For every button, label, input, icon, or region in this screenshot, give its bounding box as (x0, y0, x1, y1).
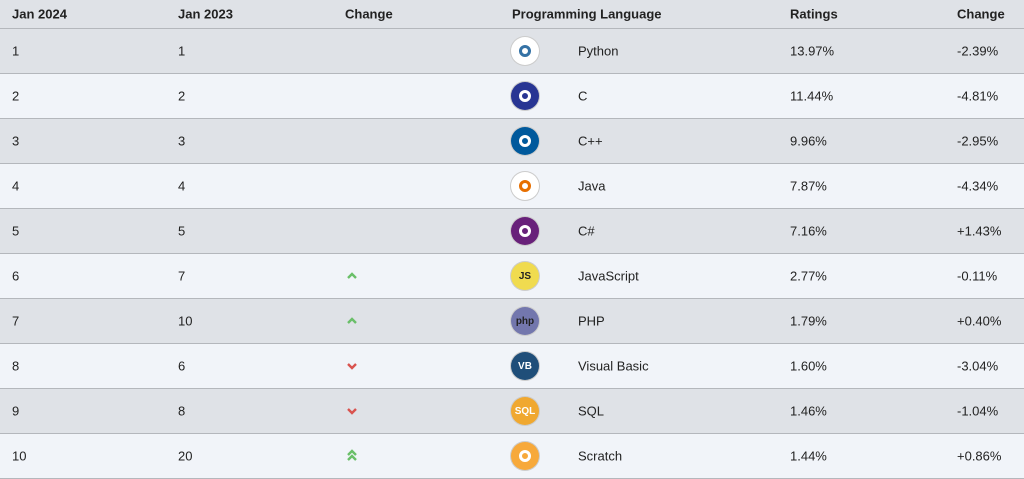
header-row: Jan 2024 Jan 2023 Change Programming Langua… (0, 0, 1024, 29)
rating: 7.16% (790, 223, 827, 239)
rank-2023: 4 (178, 178, 186, 194)
trend-arrow (347, 363, 357, 370)
rank-2024: 4 (12, 178, 20, 194)
language-icon (511, 217, 539, 245)
language-name: C++ (578, 133, 603, 149)
language-name: Visual Basic (578, 358, 649, 374)
table-row: 6 7 JS JavaScript 2.77% -0.11% (0, 254, 1024, 299)
table-row: 3 3 C++ 9.96% -2.95% (0, 119, 1024, 164)
language-name: Python (578, 43, 619, 59)
language-name: JavaScript (578, 268, 639, 284)
rating: 1.60% (790, 358, 827, 374)
language-name: C# (578, 223, 595, 239)
rank-2023: 3 (178, 133, 186, 149)
rating-change: -1.04% (957, 403, 999, 419)
rank-2023: 10 (178, 313, 193, 329)
rating-change: +1.43% (957, 223, 1002, 239)
rank-2023: 1 (178, 43, 186, 59)
column-header: Jan 2024 (12, 6, 67, 22)
rank-2024: 7 (12, 313, 20, 329)
icon-text: SQL (514, 405, 536, 417)
column-header: Change (957, 6, 1005, 22)
language-icon (511, 172, 539, 200)
rating: 1.79% (790, 313, 827, 329)
rating: 1.46% (790, 403, 827, 419)
table-row: 2 2 C 11.44% -4.81% (0, 74, 1024, 119)
icon-glyph (519, 180, 531, 192)
language-icon: php (511, 307, 539, 335)
trend-arrow (347, 317, 357, 324)
language-icon (511, 37, 539, 65)
column-header: Change (345, 6, 393, 22)
rank-2023: 6 (178, 358, 186, 374)
table-row: 4 4 Java 7.87% -4.34% (0, 164, 1024, 209)
rank-2024: 6 (12, 268, 20, 284)
language-icon (511, 127, 539, 155)
language-name: Java (578, 178, 606, 194)
icon-glyph (519, 135, 531, 147)
rating: 1.44% (790, 448, 827, 464)
icon-glyph (519, 45, 531, 57)
rank-2024: 3 (12, 133, 20, 149)
trend-arrow (347, 272, 357, 279)
rank-2024: 2 (12, 88, 20, 104)
rank-2023: 2 (178, 88, 186, 104)
rating-change: -0.11% (957, 268, 998, 284)
rank-2024: 10 (12, 448, 27, 464)
language-icon (511, 442, 539, 470)
rank-2024: 8 (12, 358, 20, 374)
rating: 13.97% (790, 43, 835, 59)
table-row: 7 10 php PHP 1.79% +0.40% (0, 299, 1024, 344)
language-name: PHP (578, 313, 605, 329)
rating: 7.87% (790, 178, 827, 194)
rating-change: +0.40% (957, 313, 1002, 329)
icon-glyph (519, 225, 531, 237)
rating-change: +0.86% (957, 448, 1002, 464)
language-icon: JS (511, 262, 539, 290)
trend-arrow (347, 449, 357, 461)
language-icon (511, 82, 539, 110)
language-icon: VB (511, 352, 539, 380)
rank-2023: 7 (178, 268, 186, 284)
rank-2024: 5 (12, 223, 20, 239)
table-row: 1 1 Python 13.97% -2.39% (0, 29, 1024, 74)
language-name: Scratch (578, 448, 623, 464)
table-row: 5 5 C# 7.16% +1.43% (0, 209, 1024, 254)
column-header: Jan 2023 (178, 6, 233, 22)
rating: 2.77% (790, 268, 827, 284)
rating: 9.96% (790, 133, 827, 149)
rating-change: -2.95% (957, 133, 999, 149)
icon-text: VB (518, 360, 532, 372)
language-name: SQL (578, 403, 605, 419)
table-row: 8 6 VB Visual Basic 1.60% -3.04% (0, 344, 1024, 389)
rating-change: -4.34% (957, 178, 999, 194)
trend-arrow (347, 408, 357, 415)
rating: 11.44% (790, 88, 834, 104)
column-header: Programming Language (512, 6, 662, 22)
rank-2023: 20 (178, 448, 193, 464)
icon-glyph (519, 90, 531, 102)
table-row: 10 20 Scratch 1.44% +0.86% (0, 434, 1024, 479)
rank-2024: 1 (12, 43, 20, 59)
column-header: Ratings (790, 6, 838, 22)
language-name: C (578, 88, 588, 104)
language-icon: SQL (511, 397, 539, 425)
rank-2023: 5 (178, 223, 186, 239)
table-row: 9 8 SQL SQL 1.46% -1.04% (0, 389, 1024, 434)
icon-glyph (519, 450, 531, 462)
rating-change: -2.39% (957, 43, 999, 59)
icon-text: JS (518, 270, 532, 282)
rank-2024: 9 (12, 403, 20, 419)
rating-change: -4.81% (957, 88, 999, 104)
rating-change: -3.04% (957, 358, 999, 374)
rank-2023: 8 (178, 403, 186, 419)
icon-text: php (515, 315, 535, 327)
